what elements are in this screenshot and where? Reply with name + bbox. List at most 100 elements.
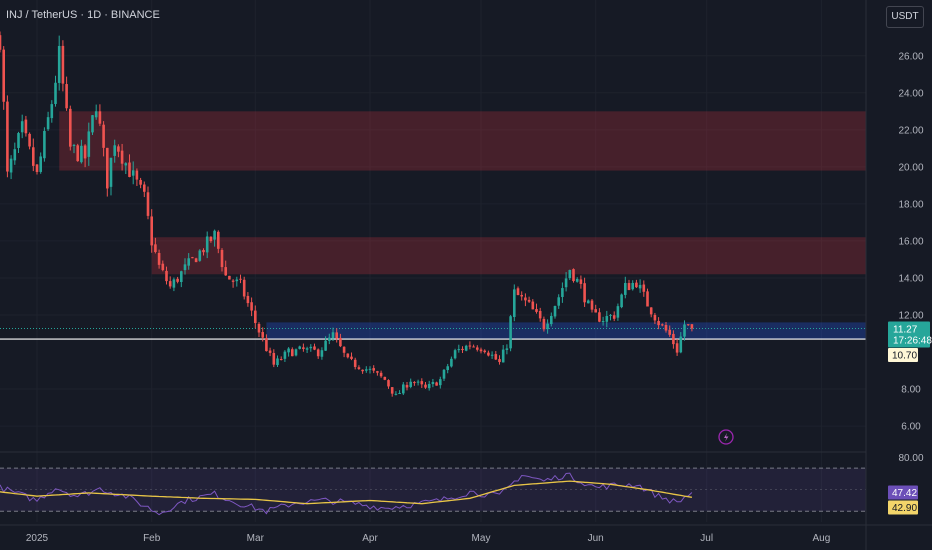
candle-body[interactable]	[405, 384, 409, 388]
candle-body[interactable]	[464, 345, 468, 351]
candle-body[interactable]	[302, 347, 305, 349]
candle-body[interactable]	[120, 150, 124, 164]
candle-body[interactable]	[176, 278, 179, 282]
candle-body[interactable]	[254, 310, 257, 324]
candle-body[interactable]	[268, 350, 272, 353]
candle-body[interactable]	[675, 343, 679, 353]
candle-body[interactable]	[83, 145, 87, 159]
candle-body[interactable]	[124, 163, 128, 166]
candle-body[interactable]	[194, 258, 198, 263]
candle-body[interactable]	[427, 383, 431, 389]
candle-body[interactable]	[439, 379, 442, 386]
candle-body[interactable]	[590, 300, 594, 310]
candle-body[interactable]	[683, 324, 686, 337]
candle-body[interactable]	[72, 144, 76, 146]
candle-body[interactable]	[476, 347, 479, 350]
candle-body[interactable]	[191, 257, 194, 259]
candle-body[interactable]	[624, 282, 627, 295]
candle-body[interactable]	[46, 117, 50, 130]
candle-body[interactable]	[87, 131, 91, 157]
candle-body[interactable]	[235, 279, 239, 282]
candle-body[interactable]	[501, 349, 505, 363]
candle-body[interactable]	[561, 288, 564, 297]
candle-body[interactable]	[627, 283, 631, 291]
candle-body[interactable]	[168, 281, 172, 287]
candle-body[interactable]	[305, 348, 309, 350]
candle-body[interactable]	[276, 358, 279, 366]
candle-body[interactable]	[690, 324, 694, 329]
candle-body[interactable]	[568, 269, 572, 279]
candle-body[interactable]	[265, 338, 268, 352]
candle-body[interactable]	[538, 310, 542, 319]
candle-body[interactable]	[220, 249, 224, 268]
candle-body[interactable]	[228, 275, 231, 280]
candle-body[interactable]	[686, 324, 690, 326]
candle-body[interactable]	[94, 111, 98, 118]
candle-body[interactable]	[594, 309, 597, 313]
candle-body[interactable]	[250, 302, 253, 311]
candle-body[interactable]	[154, 244, 157, 253]
candle-body[interactable]	[446, 366, 449, 371]
candle-body[interactable]	[557, 297, 560, 306]
candle-body[interactable]	[583, 283, 586, 303]
candle-body[interactable]	[57, 45, 61, 83]
candle-body[interactable]	[450, 358, 453, 367]
candle-body[interactable]	[479, 349, 483, 352]
candle-body[interactable]	[224, 267, 227, 276]
candle-body[interactable]	[661, 324, 664, 326]
candle-body[interactable]	[598, 312, 601, 322]
candle-body[interactable]	[435, 382, 438, 386]
candle-body[interactable]	[80, 145, 83, 163]
candle-body[interactable]	[183, 264, 187, 271]
candle-body[interactable]	[616, 306, 620, 318]
candle-body[interactable]	[413, 382, 416, 384]
candle-body[interactable]	[398, 392, 401, 394]
candle-body[interactable]	[309, 346, 313, 349]
candle-body[interactable]	[542, 318, 546, 330]
candle-body[interactable]	[390, 387, 394, 394]
candle-body[interactable]	[198, 250, 202, 261]
candle-body[interactable]	[13, 149, 17, 161]
candle-body[interactable]	[246, 295, 250, 304]
candle-body[interactable]	[531, 301, 535, 310]
candle-body[interactable]	[346, 353, 350, 358]
candle-body[interactable]	[231, 280, 235, 282]
candle-body[interactable]	[9, 158, 13, 173]
candle-body[interactable]	[575, 278, 579, 282]
candle-body[interactable]	[564, 278, 568, 288]
candle-body[interactable]	[642, 284, 646, 292]
candle-body[interactable]	[150, 216, 153, 246]
candle-body[interactable]	[416, 381, 420, 383]
candle-body[interactable]	[2, 49, 5, 102]
candle-body[interactable]	[457, 349, 461, 351]
candle-body[interactable]	[420, 381, 424, 385]
candle-body[interactable]	[261, 332, 264, 338]
candle-body[interactable]	[646, 291, 649, 307]
candle-body[interactable]	[146, 192, 150, 216]
candle-body[interactable]	[649, 307, 653, 315]
candle-body[interactable]	[272, 352, 276, 365]
price-axis[interactable]: 26.00 24.00 22.00 20.00 18.00 16.00 14.00 12.00…	[865, 0, 924, 550]
candle-body[interactable]	[239, 278, 242, 280]
candle-body[interactable]	[609, 314, 612, 316]
candle-body[interactable]	[35, 164, 39, 172]
candle-body[interactable]	[157, 252, 161, 265]
candle-body[interactable]	[109, 157, 113, 187]
candle-body[interactable]	[490, 354, 494, 356]
candle-body[interactable]	[498, 359, 501, 363]
candle-body[interactable]	[605, 316, 609, 322]
candle-body[interactable]	[387, 380, 390, 387]
candle-body[interactable]	[365, 369, 368, 371]
candle-body[interactable]	[98, 111, 102, 124]
candle-body[interactable]	[472, 346, 475, 348]
candle-body[interactable]	[165, 270, 168, 282]
candle-body[interactable]	[313, 346, 316, 350]
candle-body[interactable]	[324, 340, 327, 351]
candle-body[interactable]	[217, 231, 220, 249]
candle-body[interactable]	[535, 309, 538, 312]
candle-body[interactable]	[331, 332, 335, 339]
candle-body[interactable]	[668, 329, 671, 335]
candle-body[interactable]	[524, 297, 527, 301]
candle-body[interactable]	[379, 372, 383, 377]
